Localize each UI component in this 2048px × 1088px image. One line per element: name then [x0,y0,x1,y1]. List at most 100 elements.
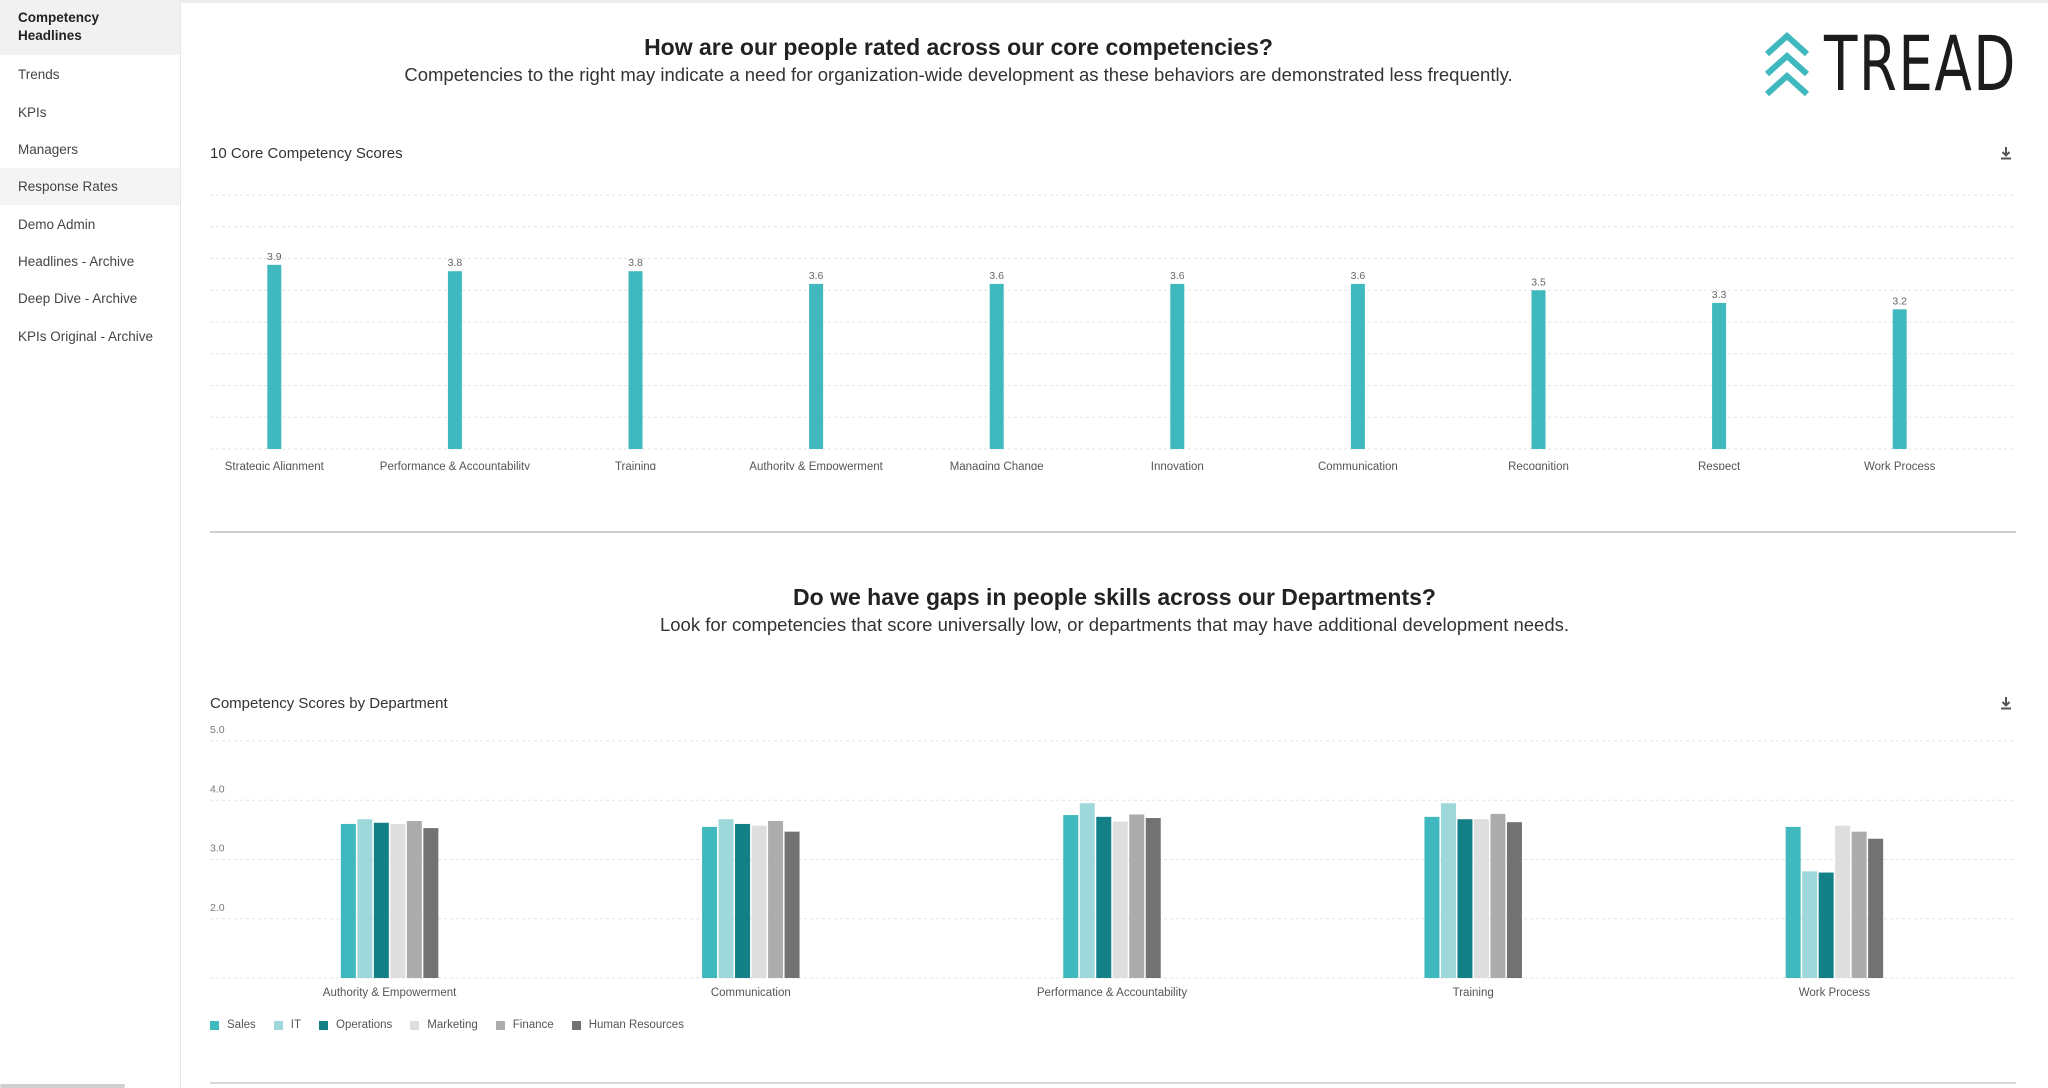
data-label: 3.3 [1712,289,1727,301]
y-tick-label: 5.0 [210,724,225,736]
chart1-title: 10 Core Competency Scores [210,145,403,162]
data-label: 3.5 [1531,276,1546,288]
legend-swatch [210,1020,219,1030]
sidebar-item-competency-headlines[interactable]: Competency Headlines [0,0,180,55]
tick-label: Training [1453,987,1494,999]
bar[interactable] [1892,309,1907,449]
bar[interactable] [784,831,800,978]
bar[interactable] [1079,803,1095,978]
legend-item[interactable]: Operations [319,1019,392,1031]
tick-label: Recognition [1508,461,1569,470]
sidebar-item-label: Trends [18,67,60,82]
department-competency-bar-chart: 5.0 4.0 3.0 2.0 Authority & Empowerment Commu… [210,724,2016,999]
data-label: 3.2 [1892,295,1907,307]
legend-label: Operations [336,1019,393,1031]
bar[interactable] [423,828,439,978]
bar[interactable] [447,271,462,449]
bar[interactable] [1440,803,1456,978]
bar[interactable] [340,823,356,978]
chart2-title: Competency Scores by Department [210,695,448,712]
bar[interactable] [1835,825,1851,978]
bar[interactable] [1868,838,1884,978]
bar[interactable] [1457,819,1473,978]
data-label: 3.6 [1170,270,1185,282]
bar[interactable] [390,823,406,978]
sidebar-item-headlines-archive[interactable]: Headlines - Archive [0,253,180,271]
bar[interactable] [1490,813,1506,978]
legend-swatch [495,1020,505,1030]
legend-swatch [571,1020,581,1030]
bar[interactable] [267,264,282,449]
legend-label: IT [290,1019,302,1031]
tread-logo: TREAD [1764,24,2015,106]
bar[interactable] [1531,290,1546,449]
bar[interactable] [718,819,734,978]
tick-label: Work Process [1799,987,1871,999]
sidebar-item-response-rates[interactable]: Response Rates [0,168,180,205]
legend-item[interactable]: Marketing [410,1019,478,1031]
bar[interactable] [1063,815,1079,978]
sidebar-item-trends[interactable]: Trends [0,66,180,84]
sidebar-item-label: Deep Dive - Archive [18,291,138,306]
sidebar-scrollbar[interactable] [0,1084,125,1088]
bar[interactable] [1129,814,1145,978]
bar[interactable] [1818,872,1834,978]
sidebar-item-kpis-original-archive[interactable]: KPIs Original - Archive [0,328,180,346]
sidebar-item-deep-dive-archive[interactable]: Deep Dive - Archive [0,290,180,308]
legend-label: Finance [512,1019,554,1031]
chevron-logo-icon [1764,32,1810,97]
legend-item[interactable]: Sales [210,1019,256,1031]
y-tick-label: 4.0 [210,783,225,795]
sidebar-item-demo-admin[interactable]: Demo Admin [0,216,180,234]
sidebar-item-managers[interactable]: Managers [0,141,180,159]
core-competency-bar-chart: 3.9 Strategic Alignment 3.8 Performance & A… [210,194,2016,470]
legend-item[interactable]: IT [273,1019,302,1031]
legend-swatch [273,1020,283,1030]
bar[interactable] [1785,826,1801,978]
bar[interactable] [1170,283,1185,449]
bar[interactable] [735,823,751,978]
bar[interactable] [628,271,643,449]
sidebar-item-label: Demo Admin [18,217,96,232]
bar[interactable] [1851,831,1867,978]
bar[interactable] [1712,302,1727,449]
bar[interactable] [1473,819,1489,978]
sidebar-item-kpis[interactable]: KPIs [0,104,180,122]
bar[interactable] [1350,283,1365,449]
sidebar: Competency Headlines Trends KPIs Manager… [0,0,181,1088]
data-label: 3.6 [989,270,1004,282]
legend-item[interactable]: Finance [495,1019,554,1031]
section-divider [210,531,2016,533]
legend-item[interactable]: Human Resources [571,1019,684,1031]
bar[interactable] [357,819,373,978]
section2-heading: Do we have gaps in people skills across … [793,584,1436,610]
download-icon[interactable] [1998,145,2014,161]
bar[interactable] [809,283,824,449]
bar[interactable] [1802,871,1818,978]
tick-label: Authority & Empowerment [323,987,457,999]
download-icon[interactable] [1998,695,2014,711]
bar[interactable] [1424,816,1440,978]
bar[interactable] [1506,822,1522,978]
y-tick-label: 2.0 [210,902,225,914]
bar[interactable] [768,820,784,978]
bar[interactable] [1145,818,1161,978]
legend-swatch [410,1020,420,1030]
data-label: 3.8 [448,257,463,269]
tick-label: Performance & Accountability [1037,987,1187,999]
bar[interactable] [751,825,767,978]
bar[interactable] [1112,821,1128,978]
tick-label: Training [615,461,656,470]
legend-label: Sales [227,1019,256,1031]
tick-label: Innovation [1151,461,1204,470]
bar[interactable] [373,822,389,978]
y-tick-label: 3.0 [210,843,225,855]
bar[interactable] [406,820,422,978]
section1-heading: How are our people rated across our core… [644,34,1273,60]
sidebar-item-label: KPIs Original - Archive [18,329,154,344]
bar[interactable] [989,283,1004,449]
bar[interactable] [1096,816,1112,978]
chart2-legend: Sales IT Operations Marketing Finance Human R… [210,1016,702,1034]
bar[interactable] [702,826,718,978]
sidebar-item-label: Response Rates [18,179,118,194]
